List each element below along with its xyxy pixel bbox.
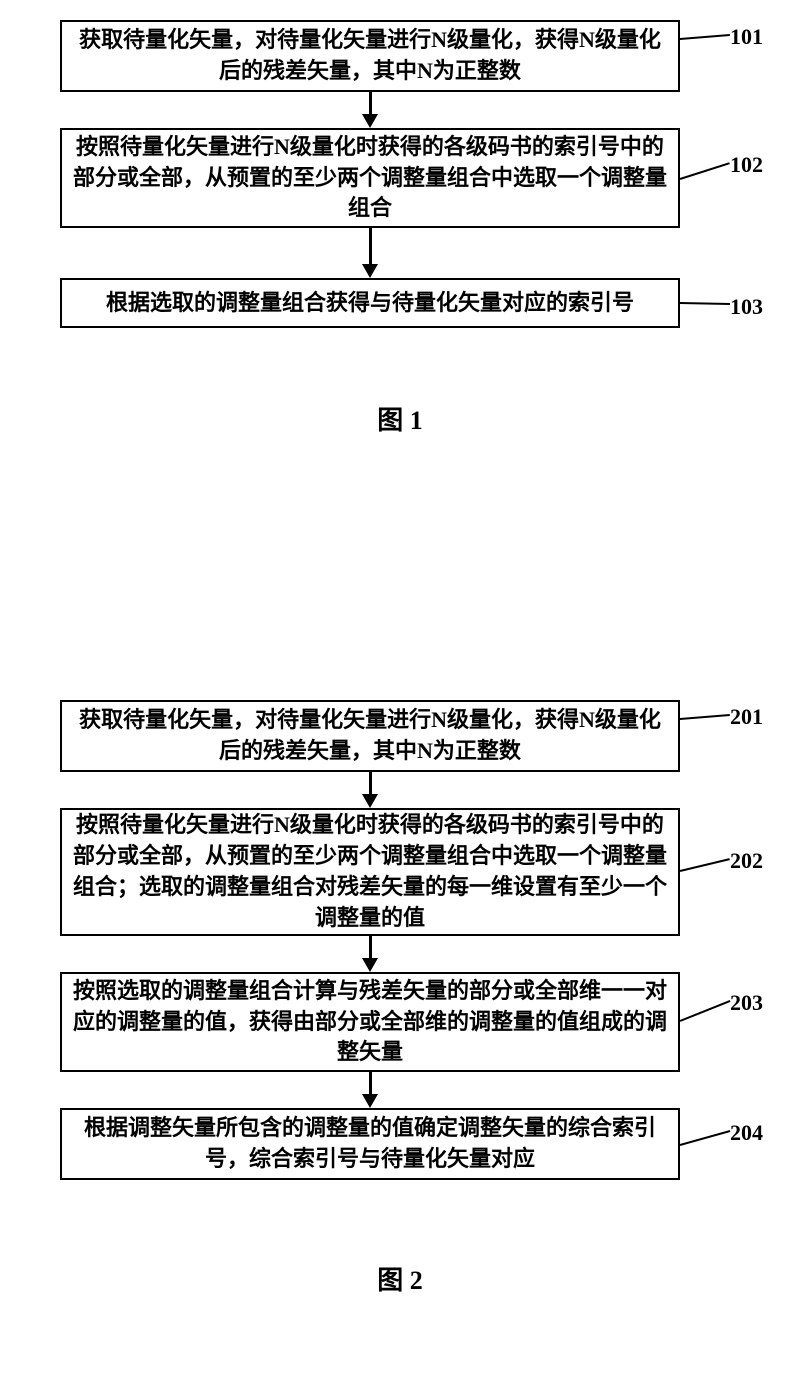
- flow-step-101: 获取待量化矢量，对待量化矢量进行N级量化，获得N级量化后的残差矢量，其中N为正整…: [60, 20, 680, 92]
- flow-step-203: 按照选取的调整量组合计算与残差矢量的部分或全部维一一对应的调整量的值，获得由部分…: [60, 972, 680, 1072]
- flow-step-204: 根据调整矢量所包含的调整量的值确定调整矢量的综合索引号，综合索引号与待量化矢量对…: [60, 1108, 680, 1180]
- step-number-label: 204: [730, 1120, 763, 1146]
- arrow-line: [369, 772, 372, 796]
- arrow-head-icon: [362, 958, 378, 972]
- arrow-head-icon: [362, 794, 378, 808]
- arrow-line: [369, 936, 372, 960]
- step-number-label: 101: [730, 24, 763, 50]
- arrow-line: [369, 1072, 372, 1096]
- step-number-label: 103: [730, 294, 763, 320]
- connector-line: [680, 858, 730, 872]
- connector-line: [680, 162, 731, 180]
- connector-line: [680, 1130, 731, 1146]
- flow-step-text: 获取待量化矢量，对待量化矢量进行N级量化，获得N级量化后的残差矢量，其中N为正整…: [72, 25, 668, 87]
- flow-step-103: 根据选取的调整量组合获得与待量化矢量对应的索引号: [60, 278, 680, 328]
- arrow-head-icon: [362, 1094, 378, 1108]
- step-number-label: 102: [730, 152, 763, 178]
- connector-line: [680, 1000, 731, 1022]
- step-number-label: 202: [730, 848, 763, 874]
- flow-step-text: 按照待量化矢量进行N级量化时获得的各级码书的索引号中的部分或全部，从预置的至少两…: [72, 810, 668, 933]
- arrow-line: [369, 228, 372, 266]
- flow-step-text: 获取待量化矢量，对待量化矢量进行N级量化，获得N级量化后的残差矢量，其中N为正整…: [72, 705, 668, 767]
- connector-line: [680, 714, 730, 720]
- flow-step-102: 按照待量化矢量进行N级量化时获得的各级码书的索引号中的部分或全部，从预置的至少两…: [60, 128, 680, 228]
- arrow-line: [369, 92, 372, 116]
- step-number-label: 201: [730, 704, 763, 730]
- figure-label: 图 1: [350, 400, 450, 437]
- step-number-label: 203: [730, 990, 763, 1016]
- connector-line: [680, 302, 730, 305]
- flow-step-text: 按照选取的调整量组合计算与残差矢量的部分或全部维一一对应的调整量的值，获得由部分…: [72, 976, 668, 1068]
- flow-step-text: 按照待量化矢量进行N级量化时获得的各级码书的索引号中的部分或全部，从预置的至少两…: [72, 132, 668, 224]
- flow-step-text: 根据调整矢量所包含的调整量的值确定调整矢量的综合索引号，综合索引号与待量化矢量对…: [72, 1113, 668, 1175]
- arrow-head-icon: [362, 264, 378, 278]
- flow-step-202: 按照待量化矢量进行N级量化时获得的各级码书的索引号中的部分或全部，从预置的至少两…: [60, 808, 680, 936]
- connector-line: [680, 34, 730, 40]
- flow-step-text: 根据选取的调整量组合获得与待量化矢量对应的索引号: [106, 288, 634, 319]
- arrow-head-icon: [362, 114, 378, 128]
- flowchart-diagram: 获取待量化矢量，对待量化矢量进行N级量化，获得N级量化后的残差矢量，其中N为正整…: [0, 0, 800, 1385]
- figure-label: 图 2: [350, 1260, 450, 1297]
- flow-step-201: 获取待量化矢量，对待量化矢量进行N级量化，获得N级量化后的残差矢量，其中N为正整…: [60, 700, 680, 772]
